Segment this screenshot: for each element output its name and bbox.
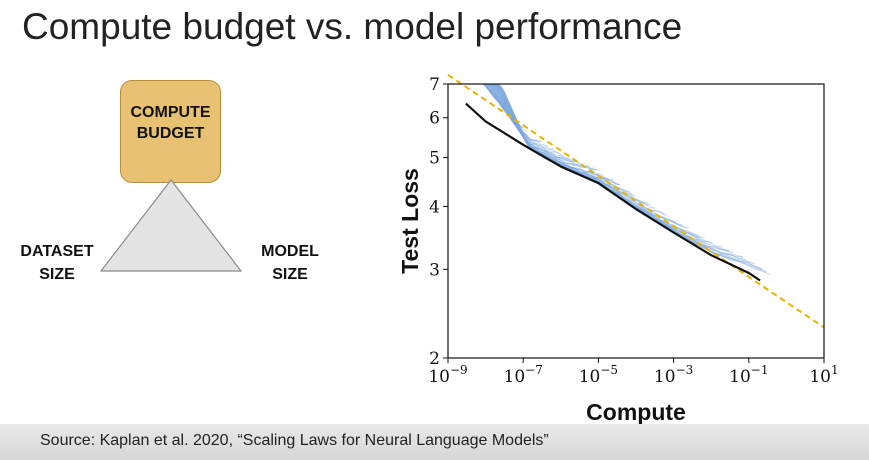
- training-run-line: [448, 83, 615, 181]
- dataset-size-label: DATASET SIZE: [12, 240, 102, 286]
- slide-title: Compute budget vs. model performance: [22, 6, 683, 47]
- model-size-line1: MODEL: [261, 243, 319, 260]
- fit-line: [447, 73, 825, 329]
- y-tick-label: 3: [429, 260, 440, 280]
- scaling-law-chart: 10−9 10−7 10−5 10−3 10−1 101 2 3 4 5 6 7 Compute T…: [397, 73, 839, 424]
- y-tick-label: 7: [429, 75, 440, 95]
- compute-budget-line2: BUDGET: [136, 124, 205, 142]
- x-tick-label: 101: [809, 363, 838, 387]
- x-tick-label: 10−3: [654, 363, 693, 387]
- training-run-line: [448, 83, 767, 273]
- dataset-size-line1: DATASET: [20, 243, 94, 260]
- training-run-line: [448, 83, 756, 265]
- x-tick-label: 10−1: [729, 363, 768, 387]
- training-run-line: [448, 83, 762, 270]
- plot-frame: [447, 83, 825, 359]
- y-tick-label: 6: [429, 109, 440, 129]
- training-run-line: [448, 83, 763, 270]
- training-run-line: [448, 83, 570, 159]
- x-tick-label: 10−5: [579, 363, 618, 387]
- model-size-line2: SIZE: [272, 266, 308, 283]
- training-run-line: [448, 83, 651, 206]
- model-size-label: MODEL SIZE: [250, 240, 330, 286]
- x-axis-label: Compute: [586, 399, 686, 424]
- source-citation: Source: Kaplan et al. 2020, “Scaling Law…: [40, 432, 549, 449]
- x-tick-label: 10−7: [504, 363, 543, 387]
- training-run-line: [448, 83, 649, 204]
- training-run-line: [448, 83, 600, 171]
- training-run-line: [448, 83, 724, 248]
- power-law-fit: [447, 73, 825, 329]
- compute-budget-line1: COMPUTE: [130, 103, 211, 121]
- x-axis-ticks: 10−9 10−7 10−5 10−3 10−1 101: [428, 358, 839, 387]
- training-run-line: [448, 83, 746, 261]
- y-axis-ticks: 2 3 4 5 6 7: [429, 75, 448, 369]
- y-tick-label: 4: [429, 197, 440, 217]
- y-tick-label: 5: [429, 149, 440, 169]
- x-tick-label: 10−9: [428, 363, 467, 387]
- source-bar: Source: Kaplan et al. 2020, “Scaling Law…: [0, 424, 869, 460]
- compute-budget-box: COMPUTE BUDGET: [120, 80, 221, 183]
- dataset-size-line2: SIZE: [39, 266, 75, 283]
- compute-frontier: [465, 102, 761, 282]
- y-axis-label: Test Loss: [397, 168, 423, 274]
- training-runs: [448, 83, 771, 275]
- training-run-line: [448, 83, 630, 193]
- frontier-line: [465, 102, 761, 282]
- y-tick-label: 2: [429, 349, 440, 369]
- tradeoff-triangle: [99, 179, 243, 272]
